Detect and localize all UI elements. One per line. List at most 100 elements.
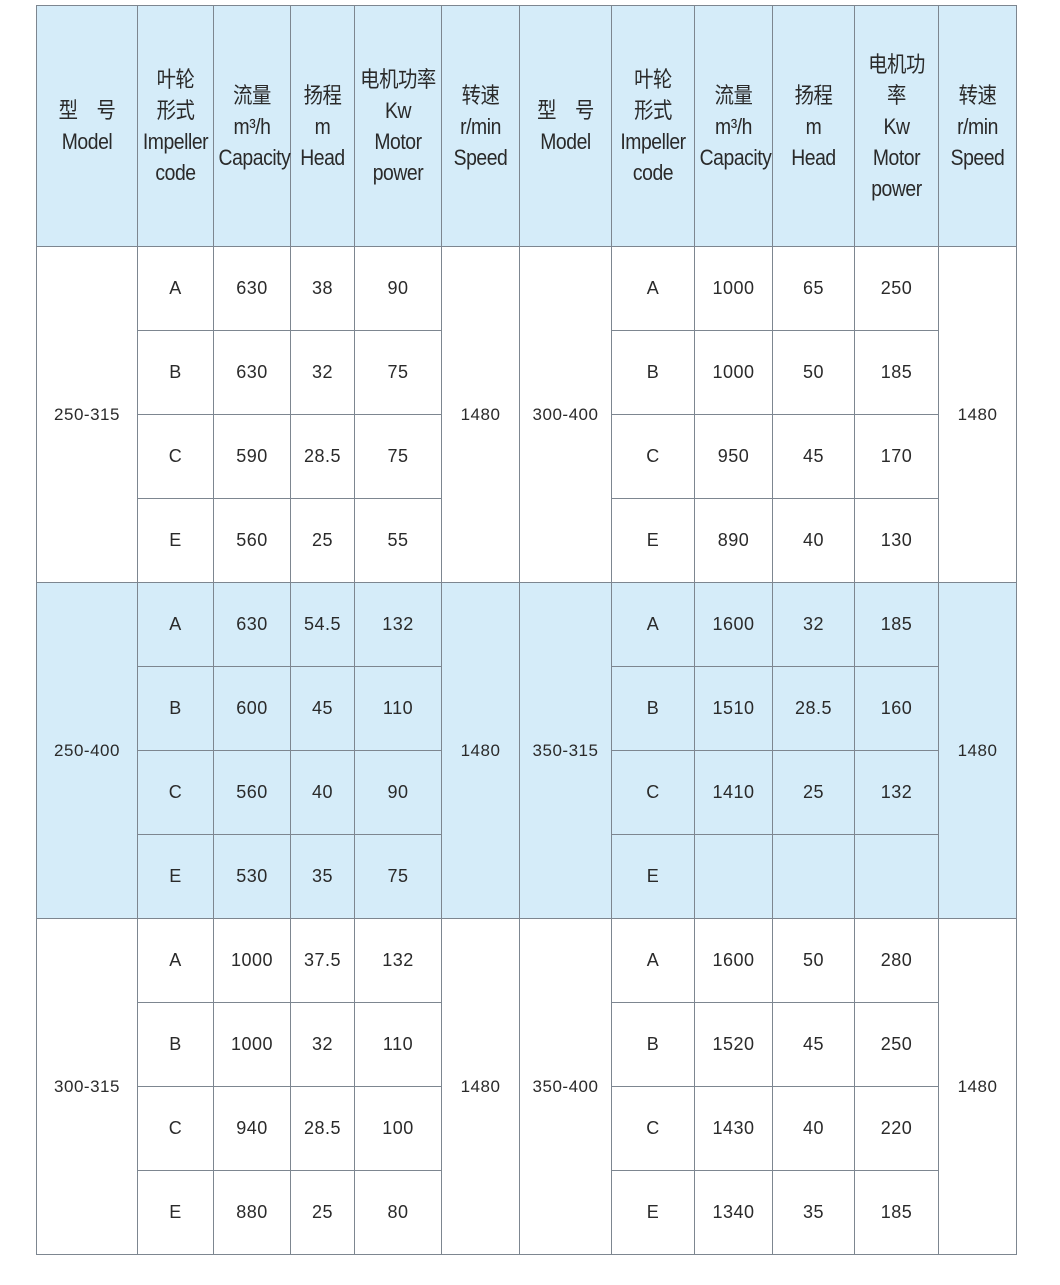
header-speed-right: 转速 r/min Speed bbox=[938, 5, 1017, 247]
impeller-code-cell: B bbox=[137, 666, 214, 751]
capacity-cell bbox=[694, 834, 773, 919]
motor-power-cell: 170 bbox=[854, 414, 939, 499]
capacity-cell: 1510 bbox=[694, 666, 773, 751]
header-line: r/min bbox=[460, 113, 501, 139]
motor-power-cell: 75 bbox=[354, 414, 442, 499]
capacity-cell: 560 bbox=[213, 750, 291, 835]
head-cell: 45 bbox=[772, 1002, 855, 1087]
header-line: 形式 bbox=[156, 98, 195, 123]
motor-power-cell: 185 bbox=[854, 1170, 939, 1255]
header-capacity-right: 流量 m³/h Capacity bbox=[694, 5, 773, 247]
table-row: E 880 25 80 E 1340 35 185 bbox=[37, 1170, 1017, 1255]
capacity-cell: 630 bbox=[213, 330, 291, 415]
table-row: B 630 32 75 B 1000 50 185 bbox=[37, 330, 1017, 415]
head-cell: 38 bbox=[290, 246, 355, 331]
head-cell: 35 bbox=[290, 834, 355, 919]
impeller-code-cell: B bbox=[611, 1002, 695, 1087]
header-line: r/min bbox=[957, 113, 998, 139]
model-cell: 350-400 bbox=[519, 918, 612, 1255]
header-line: 扬程 bbox=[794, 82, 833, 108]
impeller-code-cell: B bbox=[611, 330, 695, 415]
capacity-cell: 600 bbox=[213, 666, 291, 751]
header-line: power bbox=[871, 175, 922, 201]
header-impeller-code-right: 叶轮 形式 Impeller code bbox=[611, 5, 695, 247]
speed-cell: 1480 bbox=[938, 246, 1017, 583]
capacity-cell: 1000 bbox=[694, 330, 773, 415]
motor-power-cell: 100 bbox=[354, 1086, 442, 1171]
head-cell: 28.5 bbox=[290, 414, 355, 499]
motor-power-cell: 132 bbox=[354, 582, 442, 667]
table-row: B 1000 32 110 B 1520 45 250 bbox=[37, 1002, 1017, 1087]
header-line: 电机功率 bbox=[360, 67, 436, 92]
header-motor-power-right: 电机功率 Kw Motor power bbox=[854, 5, 939, 247]
impeller-code-cell: B bbox=[137, 330, 214, 415]
header-line: Model bbox=[61, 129, 113, 154]
header-line: 流量 bbox=[714, 82, 753, 108]
head-cell: 35 bbox=[772, 1170, 855, 1255]
motor-power-cell: 75 bbox=[354, 834, 442, 919]
header-row: 型 号 Model 叶轮 形式 Impeller code 流量 m³/h Capacity 扬程… bbox=[36, 5, 1017, 247]
capacity-cell: 1000 bbox=[213, 1002, 291, 1087]
header-line: Motor bbox=[374, 129, 422, 154]
head-cell: 37.5 bbox=[290, 918, 355, 1003]
header-line: Capacity bbox=[699, 144, 772, 170]
capacity-cell: 630 bbox=[213, 246, 291, 331]
header-head-right: 扬程 m Head bbox=[772, 5, 855, 247]
head-cell: 40 bbox=[772, 1086, 855, 1171]
table-row: 250-400 A 630 54.5 132 1480 350-315 A 1600 32 185 1… bbox=[36, 582, 1017, 919]
header-head-left: 扬程 m Head bbox=[290, 5, 355, 247]
impeller-code-cell: E bbox=[137, 834, 214, 919]
motor-power-cell: 90 bbox=[354, 750, 442, 835]
impeller-code-cell: E bbox=[611, 1170, 695, 1255]
capacity-cell: 880 bbox=[213, 1170, 291, 1255]
model-cell: 350-315 bbox=[519, 582, 612, 919]
motor-power-cell bbox=[854, 834, 939, 919]
motor-power-cell: 132 bbox=[354, 918, 442, 1003]
header-motor-power-left: 电机功率 Kw Motor power bbox=[354, 5, 442, 247]
capacity-cell: 560 bbox=[213, 498, 291, 583]
head-cell: 32 bbox=[290, 330, 355, 415]
impeller-code-cell: A bbox=[137, 246, 214, 331]
table-row: 300-315 A 1000 37.5 132 1480 350-400 A 1600 50 280… bbox=[36, 918, 1017, 1255]
impeller-code-cell: A bbox=[611, 246, 695, 331]
impeller-code-cell: C bbox=[611, 414, 695, 499]
model-cell: 250-315 bbox=[36, 246, 138, 583]
head-cell: 45 bbox=[290, 666, 355, 751]
impeller-code-cell: E bbox=[611, 498, 695, 583]
capacity-cell: 1520 bbox=[694, 1002, 773, 1087]
capacity-cell: 1430 bbox=[694, 1086, 773, 1171]
header-line: Kw bbox=[384, 98, 412, 123]
header-line: 型 号 bbox=[58, 98, 116, 123]
model-cell: 300-400 bbox=[519, 246, 612, 583]
header-line: code bbox=[155, 160, 196, 185]
speed-cell: 1480 bbox=[938, 918, 1017, 1255]
table-body: 250-315 A 630 38 90 1480 300-400 A 1000 65 250 1480… bbox=[36, 246, 1017, 1255]
impeller-code-cell: A bbox=[137, 582, 214, 667]
speed-cell: 1480 bbox=[938, 582, 1017, 919]
head-cell: 32 bbox=[290, 1002, 355, 1087]
impeller-code-cell: E bbox=[137, 498, 214, 583]
head-cell: 25 bbox=[290, 1170, 355, 1255]
capacity-cell: 950 bbox=[694, 414, 773, 499]
header-line: code bbox=[632, 160, 674, 185]
speed-cell: 1480 bbox=[441, 582, 520, 919]
header-line: 型 号 bbox=[537, 98, 594, 123]
motor-power-cell: 220 bbox=[854, 1086, 939, 1171]
header-line: 扬程 bbox=[303, 82, 342, 108]
motor-power-cell: 160 bbox=[854, 666, 939, 751]
motor-power-cell: 90 bbox=[354, 246, 442, 331]
header-line: 形式 bbox=[634, 98, 672, 123]
impeller-code-cell: E bbox=[611, 834, 695, 919]
header-capacity-left: 流量 m³/h Capacity bbox=[213, 5, 291, 247]
impeller-code-cell: C bbox=[137, 414, 214, 499]
head-cell: 65 bbox=[772, 246, 855, 331]
header-line: Impeller bbox=[142, 129, 209, 154]
capacity-cell: 1340 bbox=[694, 1170, 773, 1255]
impeller-code-cell: B bbox=[137, 1002, 214, 1087]
impeller-code-cell: C bbox=[611, 750, 695, 835]
motor-power-cell: 55 bbox=[354, 498, 442, 583]
head-cell: 32 bbox=[772, 582, 855, 667]
header-line: 流量 bbox=[233, 82, 271, 108]
impeller-code-cell: C bbox=[611, 1086, 695, 1171]
motor-power-cell: 185 bbox=[854, 582, 939, 667]
